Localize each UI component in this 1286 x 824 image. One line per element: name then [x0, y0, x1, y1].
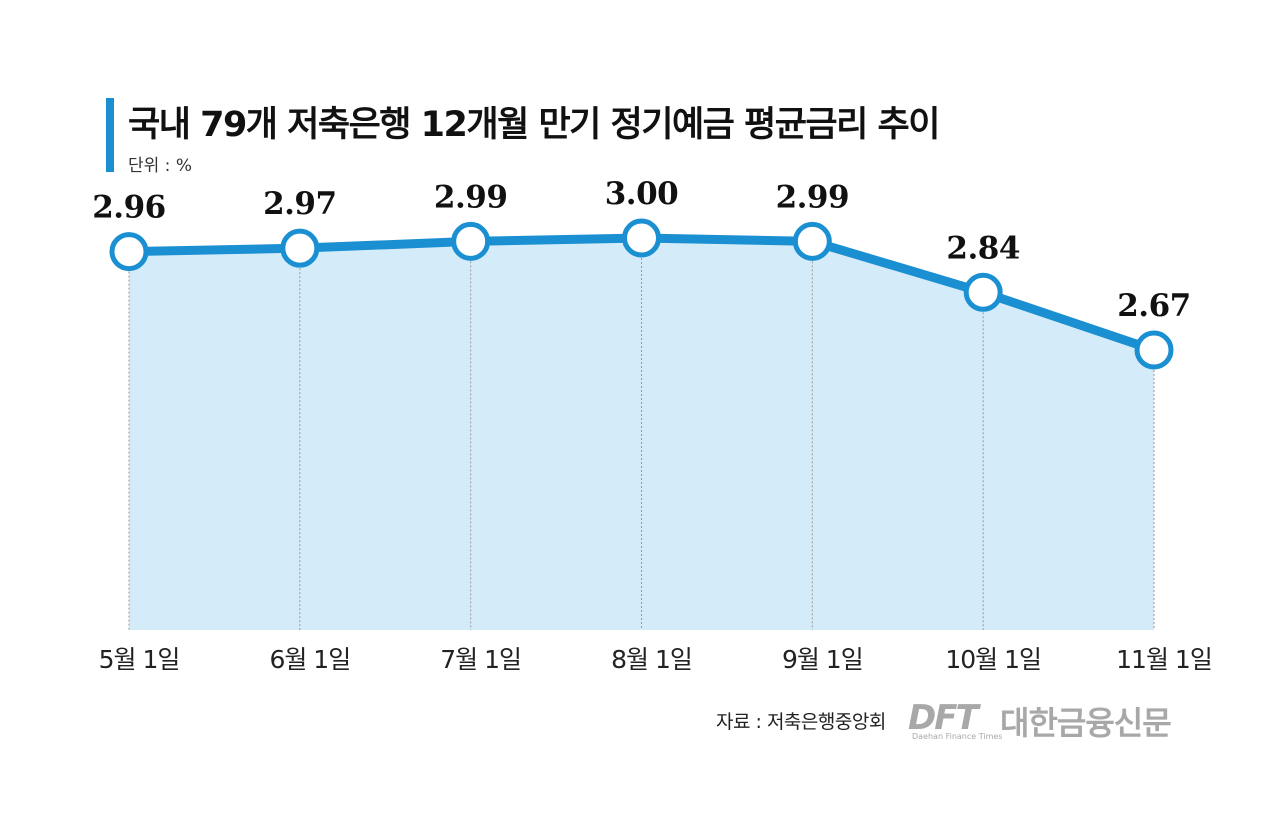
x-tick-label-4: 9월 1일 — [782, 645, 863, 674]
value-label-4: 2.99 — [776, 179, 850, 215]
value-label-2: 2.99 — [434, 179, 508, 215]
data-point-5 — [963, 272, 1003, 312]
unit-label: 단위 : % — [128, 156, 192, 176]
logo-name: 대한금융신문 — [1000, 704, 1172, 742]
publisher-logo: DFT 대한금융신문 Daehan Finance Times — [908, 698, 1208, 744]
x-tick-label-1: 6월 1일 — [269, 645, 350, 674]
data-point-0 — [109, 232, 149, 272]
title-accent-bar — [106, 98, 114, 172]
chart-title: 국내 79개 저축은행 12개월 만기 정기예금 평균금리 추이 — [128, 105, 940, 145]
x-tick-label-2: 7월 1일 — [440, 645, 521, 674]
x-tick-label-0: 5월 1일 — [99, 645, 180, 674]
source-label: 자료 : 저축은행중앙회 — [716, 711, 886, 733]
data-point-3 — [622, 218, 661, 258]
data-point-6 — [1134, 330, 1174, 370]
x-tick-label-3: 8월 1일 — [611, 645, 692, 674]
value-label-3: 3.00 — [605, 176, 679, 212]
logo-mark: DFT — [908, 698, 979, 738]
value-label-6: 2.67 — [1117, 288, 1191, 324]
value-label-0: 2.96 — [92, 190, 166, 226]
data-point-1 — [280, 228, 320, 268]
x-tick-label-6: 11월 1일 — [1116, 645, 1212, 674]
x-tick-label-5: 10월 1일 — [945, 645, 1041, 674]
value-label-5: 2.84 — [946, 230, 1020, 266]
data-point-2 — [451, 221, 491, 261]
data-point-4 — [792, 221, 832, 261]
logo-english: Daehan Finance Times — [912, 732, 1003, 741]
value-label-1: 2.97 — [263, 186, 337, 222]
